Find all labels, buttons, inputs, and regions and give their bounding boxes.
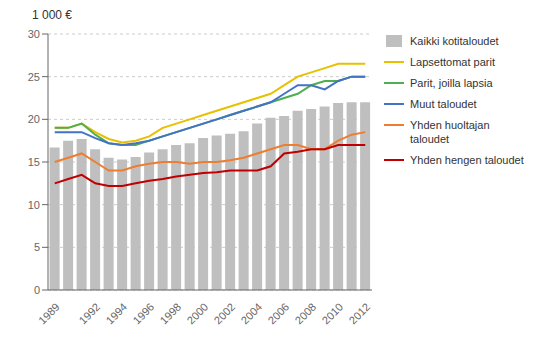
svg-text:2006: 2006 [266,301,292,327]
svg-text:1994: 1994 [104,301,130,327]
html-text:Kaikki kotitaloudet: Kaikki kotitaloudet [410,35,499,47]
html-text:1 000 €: 1 000 € [32,8,72,22]
svg-text:15: 15 [28,156,40,168]
svg-text:10: 10 [28,199,40,211]
svg-text:2000: 2000 [185,301,211,327]
html-text:Muut taloudet: Muut taloudet [410,98,477,110]
svg-text:25: 25 [28,71,40,83]
html-text:Yhden huoltajan: Yhden huoltajan [410,119,490,131]
html-text:Lapsettomat parit: Lapsettomat parit [410,56,495,68]
svg-text:0: 0 [34,284,40,296]
svg-text:1992: 1992 [77,301,103,327]
svg-text:1996: 1996 [131,301,157,327]
svg-text:30: 30 [28,28,40,40]
svg-text:2004: 2004 [239,301,265,327]
svg-text:1998: 1998 [158,301,184,327]
svg-text:1989: 1989 [36,301,62,327]
html-text:Yhden hengen taloudet: Yhden hengen taloudet [410,154,524,166]
svg-text:2008: 2008 [293,301,319,327]
svg-text:5: 5 [34,241,40,253]
svg-text:20: 20 [28,113,40,125]
html-text:taloudet: taloudet [410,133,450,145]
svg-text:2012: 2012 [347,301,373,327]
html-text:Parit, joilla lapsia: Parit, joilla lapsia [410,77,493,89]
svg-text:2010: 2010 [320,301,346,327]
svg-text:2002: 2002 [212,301,238,327]
